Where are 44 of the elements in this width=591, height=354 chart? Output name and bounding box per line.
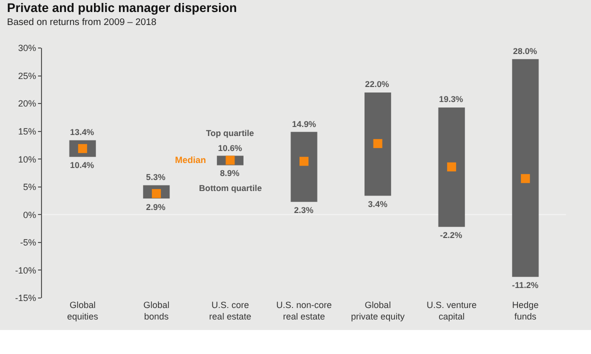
annotation: -11.2% <box>512 280 539 290</box>
point <box>300 156 308 166</box>
bar <box>512 59 539 277</box>
x-tick-label: U.S. non-core real estate <box>276 300 332 322</box>
chart-subtitle: Based on returns from 2009 – 2018 <box>7 17 156 28</box>
y-tick-label: 10% <box>18 154 36 164</box>
annotation: 13.4% <box>70 127 95 137</box>
bar <box>438 107 465 227</box>
x-tick-label: U.S. core real estate <box>209 300 252 322</box>
annotation: 19.3% <box>439 94 464 104</box>
annotation: 2.3% <box>294 205 314 215</box>
annotation: 28.0% <box>513 46 538 56</box>
bar <box>290 132 318 202</box>
y-tick-label: -10% <box>15 265 36 276</box>
x-tick-label: Global bonds <box>143 300 170 322</box>
point <box>373 139 382 148</box>
annotation: 22.0% <box>365 79 390 89</box>
annotation: 14.9% <box>292 119 317 129</box>
bar <box>364 92 392 196</box>
x-tick-label: Global equities <box>67 300 99 322</box>
point <box>447 162 456 172</box>
y-tick-label: 15% <box>18 126 36 136</box>
x-tick-label: Hedge funds <box>512 300 539 322</box>
annotation: 8.9% <box>220 168 240 178</box>
annotation: 2.9% <box>146 202 166 212</box>
chart-title: Private and public manager dispersion <box>7 1 237 15</box>
annotation: Bottom quartile <box>199 183 262 193</box>
annotation: -2.2% <box>440 230 463 240</box>
annotation: 5.3% <box>146 172 166 182</box>
y-tick-label: 0% <box>23 210 36 220</box>
annotation: 3.4% <box>368 199 388 209</box>
y-tick-label: 5% <box>23 182 36 192</box>
point <box>520 174 530 184</box>
y-tick-label: 30% <box>18 43 36 54</box>
y-tick-label: 20% <box>18 98 36 109</box>
text: Median <box>175 155 206 165</box>
annotation: 10.6% <box>218 143 243 153</box>
y-tick-label: -5% <box>20 238 36 248</box>
x-tick-label: Global private equity <box>351 300 406 322</box>
x-tick-label: U.S. venture capital <box>426 300 477 322</box>
annotation: Top quartile <box>206 128 254 138</box>
annotation: 10.4% <box>70 160 95 170</box>
y-tick-label: -15% <box>15 293 36 304</box>
y-tick-label: 25% <box>18 70 36 81</box>
